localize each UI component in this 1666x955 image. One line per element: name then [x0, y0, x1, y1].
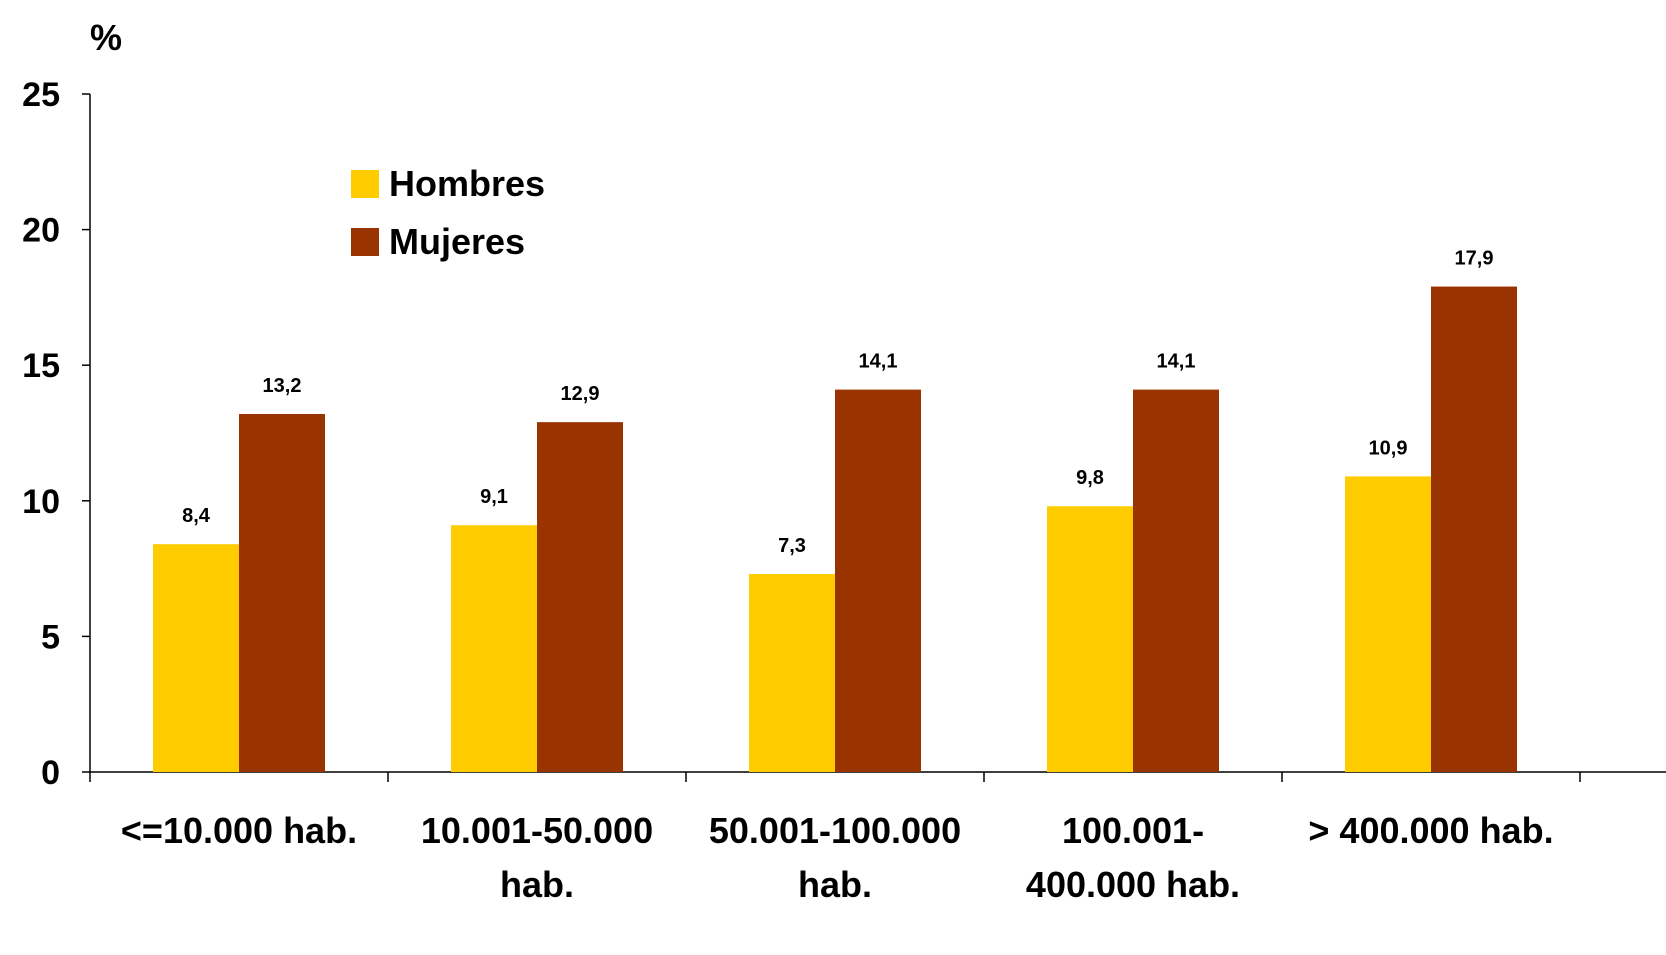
x-category-label: hab.	[798, 864, 872, 905]
y-tick-label: 15	[22, 347, 60, 385]
chart-legend: Hombres Mujeres	[351, 163, 545, 262]
y-tick-label: 20	[22, 212, 60, 250]
bar-hombres	[153, 544, 239, 772]
x-category-label: 100.001-	[1062, 810, 1204, 851]
y-tick-label: 10	[22, 483, 60, 521]
legend-swatch-hombres	[351, 170, 379, 198]
y-axis-unit-label: %	[90, 17, 122, 58]
bar-mujeres	[239, 414, 325, 772]
y-tick-label: 25	[22, 76, 60, 114]
value-label: 13,2	[263, 375, 302, 397]
bar-hombres	[1047, 506, 1133, 772]
value-label: 14,1	[1157, 351, 1196, 373]
chart-axes: 0 5 10 15 20 25	[22, 76, 1666, 792]
chart-value-labels: 8,4 13,2 9,1 12,9 7,3 14,1 9,8 14,1 10,9 17,9	[182, 248, 1493, 557]
value-label: 9,1	[480, 486, 508, 508]
x-category-label: hab.	[500, 864, 574, 905]
value-label: 9,8	[1076, 467, 1104, 489]
x-category-label: 50.001-100.000	[709, 810, 961, 851]
bar-mujeres	[835, 389, 921, 772]
chart-category-labels: <=10.000 hab. 10.001-50.000 hab. 50.001-100…	[121, 810, 1554, 905]
y-tick-label: 5	[41, 618, 60, 656]
x-category-label: <=10.000 hab.	[121, 810, 357, 851]
bar-hombres	[451, 525, 537, 772]
bar-mujeres	[1133, 389, 1219, 772]
value-label: 7,3	[778, 535, 806, 557]
value-label: 8,4	[182, 505, 211, 527]
legend-label-hombres: Hombres	[389, 163, 545, 204]
bar-hombres	[749, 574, 835, 772]
x-category-label: 400.000 hab.	[1026, 864, 1240, 905]
legend-label-mujeres: Mujeres	[389, 221, 525, 262]
bar-hombres	[1345, 476, 1431, 772]
bar-mujeres	[1431, 286, 1517, 772]
bar-mujeres	[537, 422, 623, 772]
chart-bars	[153, 286, 1517, 772]
value-label: 12,9	[561, 383, 600, 405]
value-label: 17,9	[1455, 248, 1494, 270]
y-tick-label: 0	[41, 754, 60, 792]
value-label: 14,1	[859, 351, 898, 373]
x-category-label: > 400.000 hab.	[1308, 810, 1553, 851]
legend-swatch-mujeres	[351, 228, 379, 256]
value-label: 10,9	[1369, 437, 1408, 459]
x-category-label: 10.001-50.000	[421, 810, 653, 851]
